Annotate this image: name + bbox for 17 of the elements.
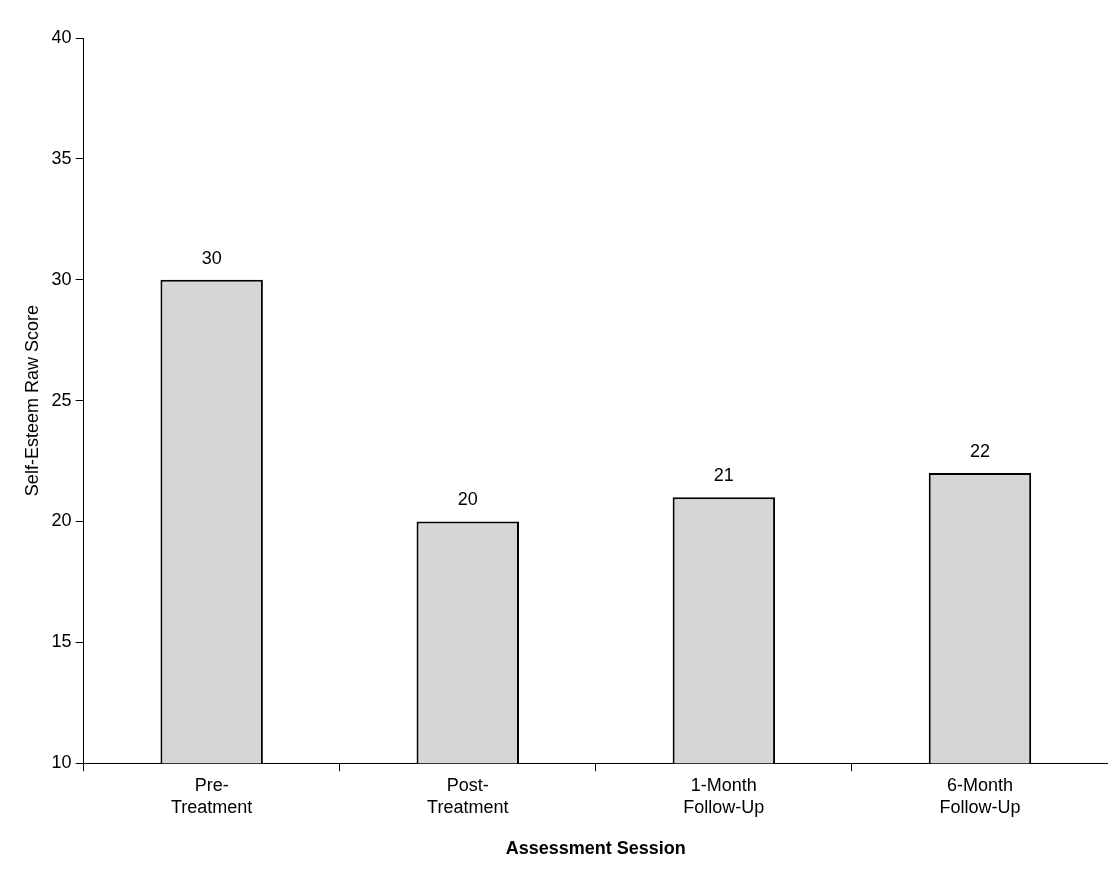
x-tick-label: Pre- Treatment: [170, 774, 253, 817]
y-tick-label: 25: [51, 389, 72, 410]
y-tick-label: 40: [51, 26, 72, 47]
data-label: 20: [457, 489, 478, 510]
y-axis-title: Self-Esteem Raw Score: [21, 305, 42, 497]
y-tick-label: 30: [51, 268, 72, 289]
data-label: 22: [969, 441, 990, 462]
data-label: 21: [713, 465, 734, 486]
y-tick-label: 10: [51, 752, 72, 773]
y-tick-label: 35: [51, 147, 72, 168]
data-label: 30: [201, 247, 222, 268]
x-tick-label: 1-Month Follow-Up: [683, 774, 765, 817]
x-axis-title: Assessment Session: [505, 838, 686, 859]
y-tick-label: 15: [51, 631, 72, 652]
x-tick-label: 6-Month Follow-Up: [939, 774, 1021, 817]
x-tick-label: Post- Treatment: [427, 774, 509, 817]
y-tick-label: 20: [51, 510, 72, 531]
